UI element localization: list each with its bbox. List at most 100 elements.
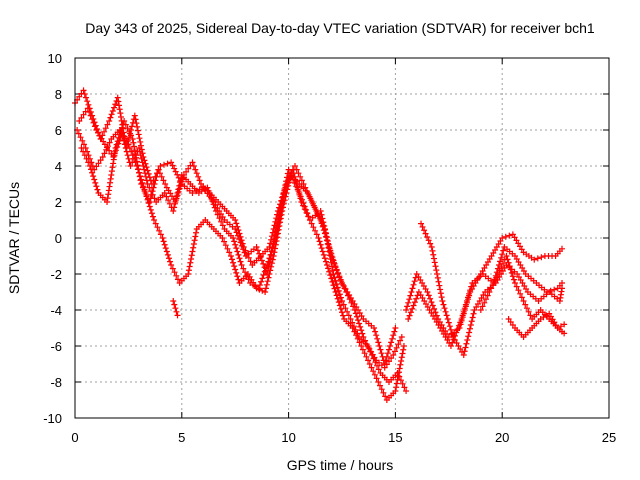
data-point: [178, 178, 185, 185]
data-point: [331, 285, 338, 292]
data-point: [263, 281, 270, 288]
data-point: [334, 284, 341, 291]
data-point: [234, 248, 241, 255]
data-point: [481, 299, 488, 306]
data-point: [274, 230, 281, 237]
data-point: [433, 267, 440, 274]
data-point: [104, 143, 111, 150]
data-point: [152, 220, 159, 227]
data-point: [383, 361, 390, 368]
data-point: [444, 316, 451, 322]
data-point: [263, 265, 270, 272]
data-point: [224, 245, 231, 252]
data-point: [242, 247, 249, 254]
data-point: [112, 145, 119, 151]
data-point: [160, 177, 167, 184]
data-point: [234, 273, 241, 280]
data-point: [185, 267, 192, 274]
data-point: [313, 231, 320, 238]
data-point: [531, 256, 538, 263]
y-tick-label: -10: [43, 411, 62, 426]
data-point: [236, 255, 243, 262]
data-point: [169, 162, 176, 169]
x-tick-label: 10: [281, 430, 295, 445]
data-point: [466, 290, 473, 297]
data-point: [84, 105, 91, 112]
data-point: [498, 254, 505, 261]
data-point: [192, 166, 199, 173]
data-point: [122, 121, 129, 128]
data-point: [117, 110, 124, 117]
data-point: [268, 236, 275, 243]
data-point: [343, 289, 350, 295]
data-point: [330, 257, 337, 264]
data-point: [336, 274, 343, 281]
data-point: [114, 94, 121, 101]
data-point: [407, 292, 414, 299]
data-point: [116, 131, 123, 138]
data-point: [236, 230, 243, 237]
data-point: [267, 240, 274, 247]
data-point: [385, 346, 392, 353]
data-point: [365, 357, 372, 364]
data-point: [111, 148, 118, 155]
data-point: [403, 388, 410, 394]
data-point: [431, 259, 438, 266]
data-point: [324, 262, 331, 268]
data-point: [143, 191, 150, 198]
data-point: [466, 325, 473, 332]
data-point: [231, 238, 238, 245]
data-point: [351, 307, 358, 313]
data-point: [363, 353, 370, 360]
data-point: [340, 301, 347, 308]
data-point: [429, 247, 436, 254]
data-point: [517, 290, 524, 297]
data-point: [95, 160, 102, 167]
y-tick-label: -4: [50, 303, 62, 318]
data-point: [186, 263, 193, 270]
data-point: [189, 248, 196, 255]
data-point: [344, 292, 351, 299]
data-point: [337, 305, 344, 312]
data-point: [247, 258, 254, 265]
data-point: [136, 173, 143, 180]
data-point: [371, 371, 378, 378]
data-point: [457, 319, 464, 326]
data-point: [124, 125, 131, 132]
data-point: [397, 361, 404, 368]
data-point: [145, 200, 152, 207]
data-point: [482, 296, 489, 303]
data-point: [427, 240, 434, 247]
data-point: [190, 163, 197, 169]
data-point: [167, 258, 174, 265]
data-point: [468, 283, 475, 290]
data-point: [559, 245, 566, 252]
data-point: [388, 339, 395, 346]
data-point: [92, 179, 99, 186]
data-point: [377, 346, 384, 353]
data-point: [346, 296, 353, 303]
data-point: [442, 308, 449, 315]
data-point: [447, 343, 454, 349]
data-point: [400, 343, 407, 349]
data-point: [143, 177, 150, 184]
data-point: [166, 200, 173, 207]
data-point: [175, 188, 182, 195]
data-point: [128, 123, 135, 130]
data-point: [165, 255, 172, 262]
data-point: [126, 145, 133, 151]
data-point: [538, 254, 545, 261]
data-point: [295, 188, 302, 195]
data-point: [319, 248, 326, 255]
data-point: [277, 201, 284, 208]
data-point: [462, 301, 469, 308]
data-point: [333, 292, 340, 299]
data-point: [399, 350, 406, 357]
data-point: [337, 294, 344, 301]
series-track-5: [170, 298, 181, 319]
data-point: [392, 388, 399, 394]
data-point: [115, 98, 122, 105]
data-point: [397, 377, 404, 384]
data-point: [393, 380, 400, 387]
data-point: [308, 220, 315, 227]
